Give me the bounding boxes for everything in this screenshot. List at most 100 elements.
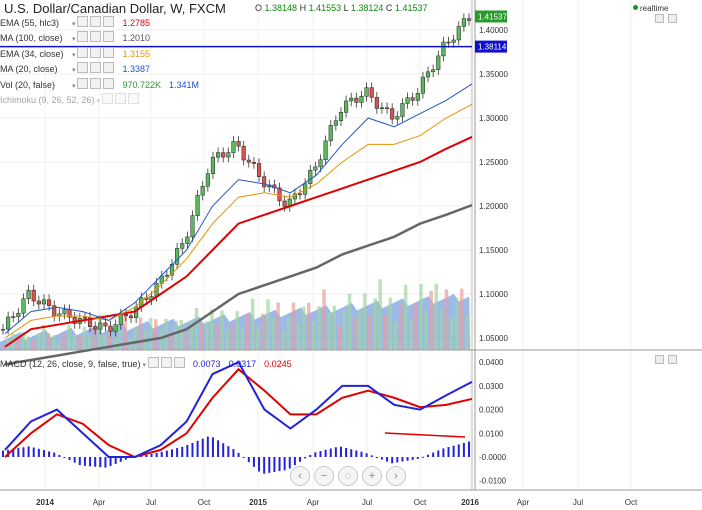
macd-histogram-bar [2, 450, 4, 457]
study-close-icon[interactable] [103, 62, 115, 74]
volume-bar [118, 327, 122, 350]
scroll-left-icon[interactable]: ‹ [290, 466, 310, 486]
study-label[interactable]: MACD (12, 26, close, 9, false, true) [0, 359, 141, 369]
macd-pane-close-icon[interactable] [668, 355, 677, 364]
macd-histogram-bar [12, 448, 15, 457]
study-label[interactable]: MA (100, close) [0, 33, 63, 44]
macd-pane-maximize-icon[interactable] [655, 355, 664, 364]
candle-body [385, 107, 390, 109]
time-tick-label: Oct [625, 498, 638, 507]
macd-histogram-bar [211, 437, 214, 457]
study-menu-icon[interactable]: ▾ [94, 98, 101, 105]
volume-bar [92, 325, 97, 350]
chart-header: U.S. Dollar/Canadian Dollar, W, FXCM O 1… [0, 0, 702, 16]
study-label[interactable]: EMA (34, close) [0, 48, 64, 59]
study-settings-icon[interactable] [161, 357, 173, 368]
candle-body [379, 107, 384, 109]
volume-bar [77, 335, 81, 350]
study-close-icon[interactable] [103, 31, 115, 43]
study-close-icon[interactable] [103, 77, 115, 89]
study-menu-icon[interactable]: ▾ [70, 21, 76, 28]
study-close-icon[interactable] [103, 46, 115, 58]
candle-body [400, 103, 405, 117]
zoom-out-icon[interactable]: − [314, 466, 334, 486]
price-tick-label: 1.30000 [479, 114, 508, 123]
study-menu-icon[interactable]: ▾ [70, 82, 76, 90]
macd-histogram-bar [242, 457, 245, 458]
pane-close-icon[interactable] [668, 14, 677, 23]
reset-chart-icon[interactable]: ◌ [338, 466, 358, 486]
ohlc-high-label: H [299, 3, 307, 13]
volume-bar [215, 323, 219, 350]
macd-histogram-bar [329, 448, 332, 457]
study-eye-icon[interactable] [77, 31, 89, 43]
study-row[interactable]: Vol (20, false) ▾ 970.722K 1.341M [0, 77, 200, 91]
study-row[interactable]: Ichimoku (9, 26, 52, 26) ▾ [0, 93, 140, 106]
study-menu-icon[interactable]: ▾ [140, 362, 147, 369]
macd-histogram-bar [124, 457, 127, 460]
macd-histogram-bar [258, 457, 261, 472]
macd-histogram-bar [170, 449, 173, 457]
study-value: 1.341M [169, 79, 200, 90]
macd-histogram-bar [339, 446, 342, 457]
candle-body [47, 299, 52, 306]
volume-bar [266, 299, 270, 350]
study-settings-icon[interactable] [90, 77, 102, 89]
study-row[interactable]: MA (20, close) ▾ 1.3387 [0, 62, 150, 75]
candle-body [349, 97, 354, 102]
macd-histogram-bar [350, 449, 353, 457]
candle-body [338, 112, 344, 121]
study-eye-icon[interactable] [77, 62, 89, 74]
macd-histogram-bar [17, 448, 20, 457]
volume-bar [358, 309, 362, 350]
study-close-icon[interactable] [103, 16, 115, 27]
study-row[interactable]: EMA (55, hlc3) ▾ 1.2785 [0, 16, 150, 29]
volume-bar [57, 341, 61, 350]
study-close-icon[interactable] [128, 93, 140, 104]
study-row[interactable]: MA (100, close) ▾ 1.2010 [0, 31, 150, 44]
candle-body [241, 145, 246, 161]
price-tick-label: 1.05000 [479, 334, 508, 343]
macd-tick-label: 0.0100 [479, 429, 504, 438]
macd-histogram-bar [42, 450, 45, 457]
study-eye-icon[interactable] [77, 16, 89, 27]
study-close-icon[interactable] [174, 357, 186, 368]
study-label[interactable]: EMA (55, hlc3) [0, 18, 60, 28]
symbol-title[interactable]: U.S. Dollar/Canadian Dollar, W, FXCM [4, 1, 226, 16]
study-settings-icon[interactable] [90, 31, 102, 43]
candle-body [344, 100, 349, 113]
candle-body [175, 248, 180, 265]
study-settings-icon[interactable] [115, 93, 127, 104]
study-eye-icon[interactable] [102, 93, 114, 104]
volume-ma-area [0, 293, 470, 350]
study-label[interactable]: Vol (20, false) [0, 79, 56, 90]
candle-body [328, 125, 333, 142]
scroll-right-icon[interactable]: › [386, 466, 406, 486]
study-menu-icon[interactable]: ▾ [70, 67, 76, 75]
study-label[interactable]: MA (20, close) [0, 64, 58, 75]
study-settings-icon[interactable] [90, 62, 102, 74]
macd-histogram-bar [247, 457, 250, 463]
pane-maximize-icon[interactable] [655, 14, 664, 23]
study-menu-icon[interactable]: ▾ [70, 36, 76, 44]
volume-bar [388, 297, 393, 350]
study-eye-icon[interactable] [148, 357, 160, 368]
volume-bar [363, 293, 367, 350]
study-row[interactable]: EMA (34, close) ▾ 1.3155 [0, 46, 150, 60]
volume-bar [97, 314, 102, 350]
macd-histogram-bar [273, 457, 276, 473]
macd-histogram-bar [48, 451, 51, 457]
study-eye-icon[interactable] [77, 77, 89, 89]
study-settings-icon[interactable] [90, 16, 102, 27]
volume-bar [286, 317, 291, 350]
study-settings-icon[interactable] [90, 46, 102, 58]
study-row[interactable]: MACD (12, 26, close, 9, false, true) ▾ 0.… [0, 357, 292, 370]
study-label[interactable]: Ichimoku (9, 26, 52, 26) [0, 95, 95, 105]
macd-histogram-bar [104, 457, 107, 468]
study-menu-icon[interactable]: ▾ [70, 51, 76, 59]
study-eye-icon[interactable] [77, 46, 89, 58]
zoom-in-icon[interactable]: + [362, 466, 382, 486]
ohlc-open: 1.38148 [264, 3, 298, 13]
